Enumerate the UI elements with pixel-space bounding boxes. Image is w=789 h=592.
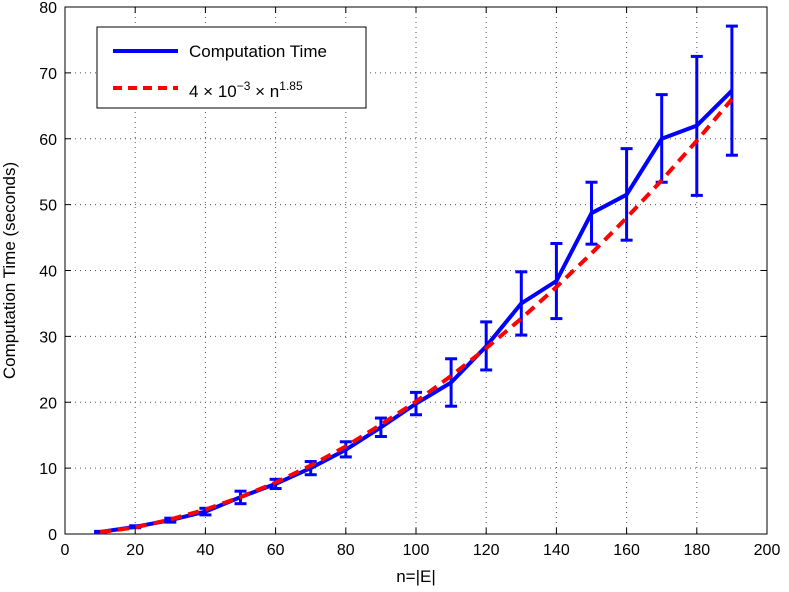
x-tick-label: 120 [473,542,500,559]
x-axis-label: n=|E| [396,567,436,586]
legend-label-fit: 4 × 10−3 × n1.85 [189,79,303,101]
y-tick-label: 50 [39,198,57,215]
y-tick-label: 30 [39,329,57,346]
error-bar [620,147,633,242]
x-tick-label: 20 [126,542,144,559]
legend-box [96,26,367,109]
error-bar [550,241,563,321]
y-axis-label: Computation Time (seconds) [0,162,19,379]
x-tick-label: 200 [754,542,781,559]
x-tick-label: 140 [543,542,570,559]
series-fit-line [99,97,734,535]
error-bar [585,180,598,246]
y-tick-label: 20 [39,395,57,412]
x-tick-label: 60 [267,542,285,559]
x-tick-label: 0 [61,542,70,559]
error-bar [515,270,528,337]
legend-fit-exp2: 1.85 [279,79,303,93]
y-tick-label: 80 [39,0,57,17]
x-tick-labels: 0 20 40 60 80 100 120 140 160 180 200 [61,542,781,559]
y-tick-label: 10 [39,461,57,478]
legend-fit-exp1: −3 [237,79,251,93]
x-tick-label: 160 [613,542,640,559]
x-tick-label: 40 [197,542,215,559]
y-tick-labels: 0 10 20 30 40 50 60 70 80 [39,0,57,544]
legend-fit-base: 4 × 10 [189,82,237,101]
x-tick-label: 80 [337,542,355,559]
error-bar [690,54,703,197]
legend-fit-mid: × n [250,82,279,101]
error-bar [725,24,738,157]
error-bar [445,357,458,408]
y-tick-label: 0 [48,527,57,544]
error-bar [339,440,352,459]
error-bar [374,416,387,439]
axis-ticks [64,6,768,535]
y-tick-label: 40 [39,264,57,281]
legend-label-computation-time: Computation Time [189,42,327,61]
series [94,24,738,535]
legend: Computation Time 4 × 10−3 × n1.85 [96,26,367,109]
x-tick-label: 180 [683,542,710,559]
y-tick-label: 60 [39,132,57,149]
x-tick-label: 100 [403,542,430,559]
y-tick-label: 70 [39,66,57,83]
